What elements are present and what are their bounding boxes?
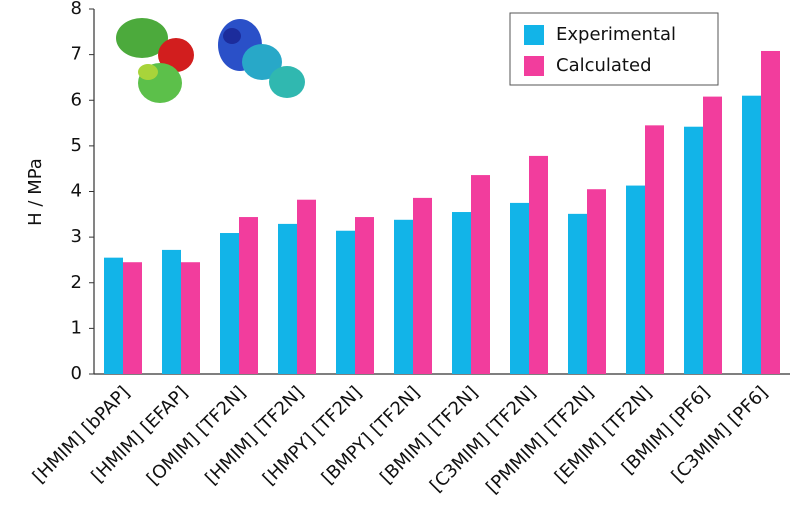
y-tick-label: 0 (71, 363, 82, 384)
bar (529, 155, 548, 374)
y-tick-label: 7 (71, 44, 82, 65)
bar (413, 197, 432, 374)
y-tick-label: 1 (71, 317, 82, 338)
bar (510, 202, 529, 374)
bar (162, 249, 181, 374)
bar (742, 95, 761, 374)
y-tick-label: 8 (71, 0, 82, 19)
bar (684, 126, 703, 375)
molecule-illustration (116, 18, 305, 103)
bar (587, 189, 606, 374)
y-tick-label: 5 (71, 135, 82, 156)
y-tick-label: 2 (71, 272, 82, 293)
x-tick-label: [HMIM] [bPAP] (29, 382, 134, 487)
x-tick-label: [PMMIM] [TF2N] (482, 382, 598, 498)
x-tick-label: [HMIM] [TF2N] (201, 382, 308, 489)
legend-label: Calculated (556, 55, 652, 76)
bar (645, 125, 664, 374)
legend-label: Experimental (556, 24, 676, 45)
bar (471, 175, 490, 374)
bar (355, 217, 374, 374)
bar (568, 213, 587, 374)
bar (239, 217, 258, 374)
x-tick-label: [C3MIM] [TF2N] (426, 382, 540, 496)
bar (703, 96, 722, 374)
legend-swatch (524, 25, 544, 45)
legend-box (509, 12, 719, 86)
bar (220, 233, 239, 374)
x-tick-label: [BMPY] [TF2N] (318, 382, 424, 488)
y-axis-label: H / MPa (25, 158, 46, 226)
bar (452, 212, 471, 374)
bar (336, 230, 355, 374)
y-tick-label: 4 (71, 181, 82, 202)
legend-swatch (524, 56, 544, 76)
bar (104, 257, 123, 374)
bar (278, 223, 297, 374)
bar (181, 262, 200, 374)
x-tick-label: [OMIM] [TF2N] (143, 382, 250, 489)
y-tick-label: 6 (71, 89, 82, 110)
bar (394, 219, 413, 374)
bar (123, 262, 142, 374)
bar (626, 185, 645, 374)
bar (761, 50, 780, 374)
bar (297, 199, 316, 374)
y-tick-label: 3 (71, 226, 82, 247)
x-tick-label: [HMPY] [TF2N] (259, 382, 366, 489)
